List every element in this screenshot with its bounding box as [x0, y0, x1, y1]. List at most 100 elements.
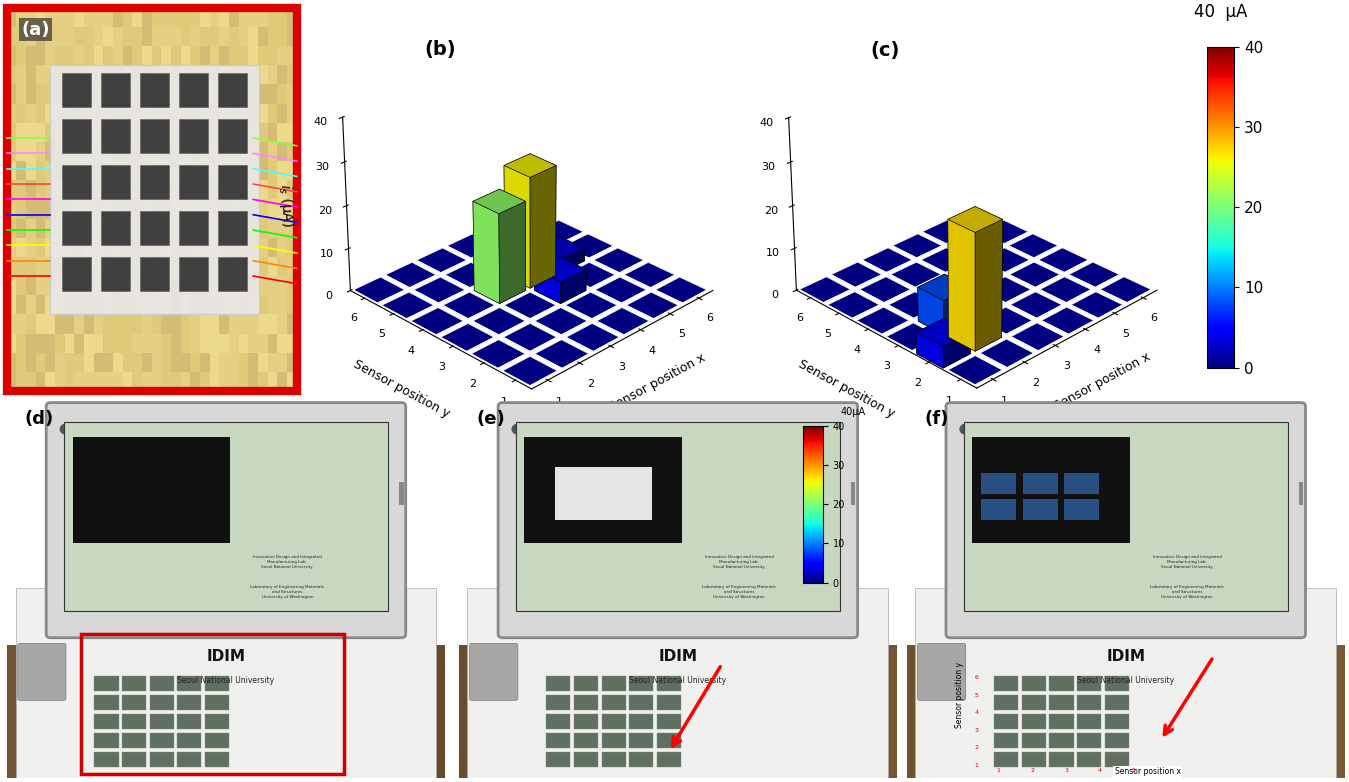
Bar: [113, 181, 123, 199]
Bar: [113, 84, 123, 103]
Bar: [200, 46, 210, 65]
Bar: [35, 238, 46, 256]
Y-axis label: Sensor position y: Sensor position y: [796, 357, 897, 420]
Bar: [26, 276, 36, 295]
Bar: [258, 181, 267, 199]
Bar: [7, 46, 16, 65]
Bar: [16, 256, 26, 276]
Bar: [229, 333, 239, 353]
Bar: [258, 84, 267, 103]
Bar: [142, 104, 151, 123]
Text: Sensor position y: Sensor position y: [955, 662, 963, 727]
Bar: [278, 199, 287, 218]
Bar: [142, 219, 151, 238]
Bar: [181, 161, 190, 180]
Bar: [55, 333, 65, 353]
Bar: [179, 211, 208, 246]
Bar: [35, 181, 46, 199]
Bar: [546, 752, 571, 766]
Bar: [94, 734, 119, 748]
Bar: [26, 65, 36, 84]
Bar: [62, 165, 90, 199]
Bar: [150, 715, 174, 729]
Bar: [150, 676, 174, 691]
Bar: [151, 104, 162, 123]
Bar: [210, 104, 220, 123]
Bar: [74, 256, 84, 276]
Bar: [171, 314, 181, 333]
Bar: [7, 199, 16, 218]
Bar: [994, 676, 1018, 691]
Bar: [142, 295, 151, 314]
Bar: [94, 8, 104, 27]
Bar: [179, 73, 208, 107]
Bar: [84, 84, 94, 103]
Bar: [26, 84, 36, 103]
Bar: [162, 104, 171, 123]
Bar: [602, 734, 626, 748]
Bar: [65, 123, 74, 142]
Bar: [113, 256, 123, 276]
Bar: [123, 353, 132, 371]
Bar: [151, 181, 162, 199]
Bar: [7, 295, 16, 314]
Bar: [74, 161, 84, 180]
Bar: [26, 333, 36, 353]
Bar: [121, 734, 146, 748]
Bar: [220, 65, 229, 84]
Bar: [220, 276, 229, 295]
Bar: [1105, 752, 1129, 766]
Bar: [220, 161, 229, 180]
Bar: [74, 123, 84, 142]
Bar: [104, 238, 113, 256]
Bar: [220, 238, 229, 256]
Bar: [220, 295, 229, 314]
Bar: [258, 46, 267, 65]
Bar: [459, 645, 503, 778]
Bar: [84, 181, 94, 199]
Text: Seoul National University: Seoul National University: [630, 676, 726, 685]
Bar: [657, 734, 681, 748]
Bar: [200, 84, 210, 103]
Bar: [229, 161, 239, 180]
Bar: [239, 333, 248, 353]
Bar: [468, 588, 888, 778]
Bar: [94, 238, 104, 256]
Bar: [35, 161, 46, 180]
Bar: [181, 123, 190, 142]
Bar: [1064, 473, 1099, 493]
Bar: [1023, 500, 1058, 520]
Bar: [46, 123, 55, 142]
Bar: [258, 104, 267, 123]
Bar: [239, 353, 248, 371]
Bar: [151, 123, 162, 142]
FancyBboxPatch shape: [50, 65, 259, 314]
Bar: [151, 238, 162, 256]
Bar: [74, 295, 84, 314]
Text: (d): (d): [24, 411, 54, 429]
Bar: [151, 46, 162, 65]
Bar: [123, 27, 132, 46]
Bar: [104, 46, 113, 65]
Bar: [546, 645, 591, 778]
Bar: [525, 436, 683, 543]
Bar: [239, 84, 248, 103]
Bar: [132, 295, 142, 314]
Bar: [190, 27, 200, 46]
Bar: [46, 8, 55, 27]
Text: IDIM: IDIM: [206, 648, 246, 663]
Bar: [227, 645, 270, 778]
Bar: [248, 333, 258, 353]
Bar: [113, 219, 123, 238]
Bar: [200, 353, 210, 371]
Bar: [287, 314, 297, 333]
Bar: [74, 314, 84, 333]
Bar: [220, 123, 229, 142]
Bar: [981, 500, 1016, 520]
Bar: [94, 752, 119, 766]
Bar: [7, 104, 16, 123]
Bar: [268, 181, 278, 199]
Text: 4: 4: [1098, 769, 1102, 773]
Bar: [258, 161, 267, 180]
Bar: [1105, 695, 1129, 710]
